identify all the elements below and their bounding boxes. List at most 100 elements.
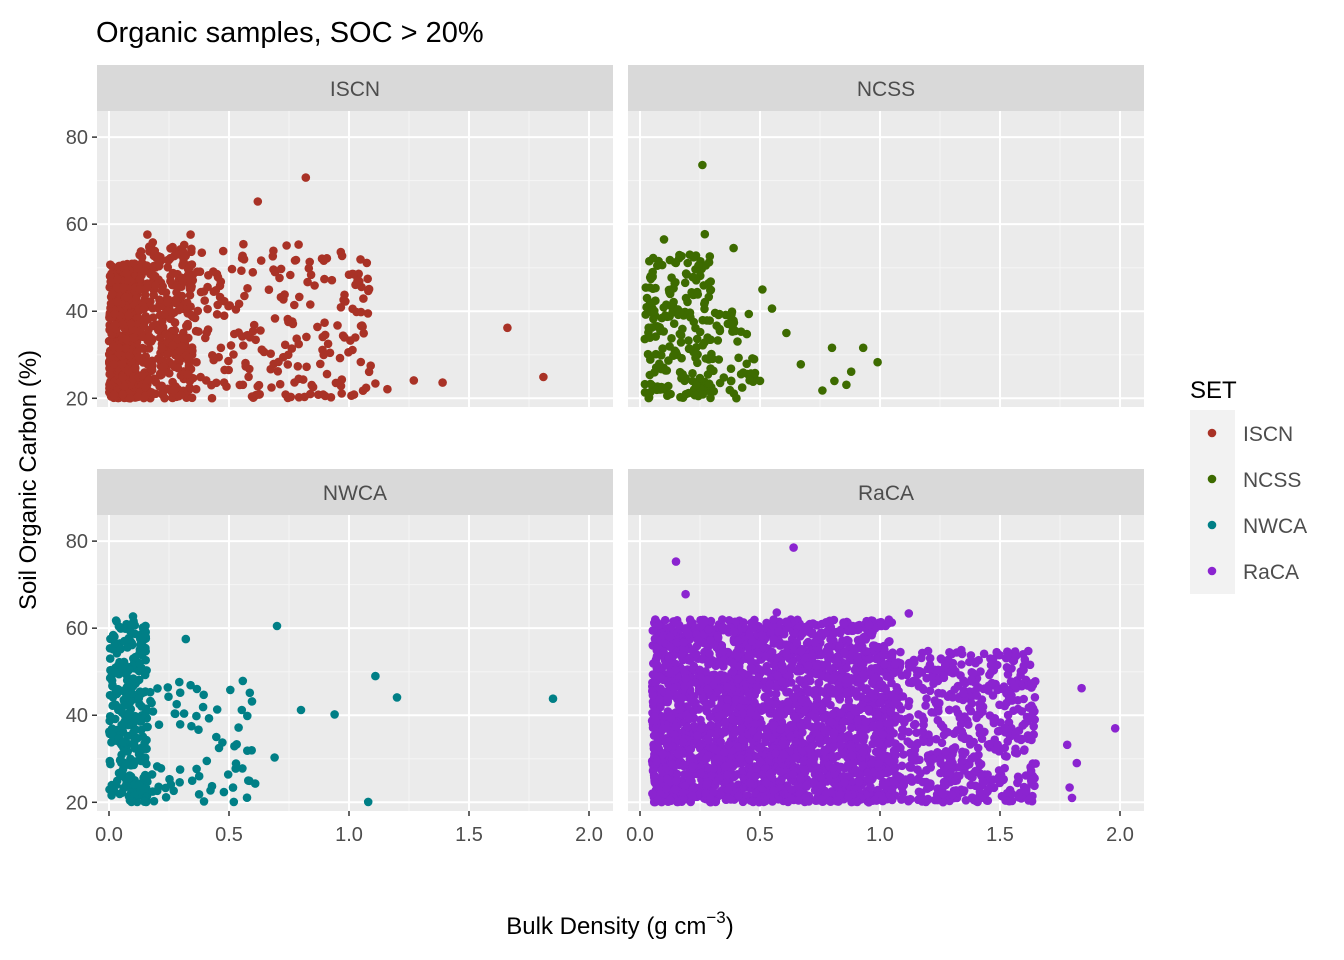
- data-point: [782, 640, 791, 649]
- data-point: [699, 617, 709, 627]
- data-point: [714, 355, 724, 364]
- data-point: [855, 777, 864, 787]
- data-point: [363, 797, 373, 807]
- data-point: [105, 712, 115, 721]
- data-point: [914, 710, 923, 719]
- data-point: [783, 697, 793, 706]
- data-point: [147, 365, 157, 375]
- data-point: [880, 645, 889, 654]
- data-point: [356, 255, 365, 264]
- data-point: [952, 648, 961, 657]
- data-point: [1007, 796, 1017, 806]
- data-point: [880, 660, 889, 669]
- data-point: [853, 715, 862, 725]
- data-point: [787, 664, 796, 674]
- data-point: [276, 264, 286, 274]
- x-tick-label: 0.0: [95, 824, 123, 846]
- data-point: [742, 359, 751, 369]
- data-point: [883, 719, 892, 728]
- data-point: [698, 160, 707, 170]
- data-point: [1000, 751, 1010, 761]
- data-point: [960, 734, 969, 744]
- data-point: [663, 693, 673, 703]
- data-point: [831, 656, 840, 666]
- data-point: [773, 671, 782, 681]
- data-point: [193, 306, 203, 316]
- data-point: [706, 393, 715, 403]
- data-point: [648, 253, 658, 263]
- data-point: [861, 635, 871, 644]
- data-point: [361, 383, 371, 393]
- data-point: [888, 648, 897, 657]
- data-point: [678, 370, 687, 379]
- data-point: [771, 700, 780, 709]
- data-point: [934, 688, 943, 698]
- data-point: [280, 290, 289, 299]
- data-point: [925, 686, 935, 696]
- x-tick-label: 0.0: [626, 824, 654, 846]
- data-point: [714, 711, 724, 721]
- data-point: [648, 697, 658, 707]
- data-point: [187, 776, 197, 785]
- data-point: [213, 300, 222, 310]
- data-point: [739, 368, 748, 377]
- data-point: [885, 637, 894, 646]
- data-point: [140, 670, 150, 680]
- data-point: [702, 675, 712, 685]
- data-point: [185, 290, 195, 300]
- legend-label: NWCA: [1243, 515, 1307, 538]
- data-point: [243, 330, 252, 340]
- data-point: [145, 687, 155, 697]
- data-point: [839, 619, 849, 629]
- data-point: [706, 364, 715, 373]
- data-point: [676, 338, 686, 347]
- data-point: [224, 356, 233, 366]
- data-point: [296, 705, 306, 715]
- data-point: [172, 699, 181, 709]
- data-point: [827, 717, 836, 727]
- x-tick-label: 0.5: [215, 824, 243, 846]
- data-point: [814, 678, 824, 688]
- data-point: [892, 713, 901, 723]
- data-point: [667, 334, 676, 343]
- data-point: [768, 721, 778, 731]
- legend-title: SET: [1190, 377, 1237, 404]
- data-point: [706, 285, 716, 295]
- data-point: [648, 789, 657, 798]
- data-point: [805, 744, 814, 753]
- data-point: [140, 753, 150, 762]
- data-point: [1026, 766, 1036, 776]
- data-point: [237, 266, 246, 276]
- data-point: [830, 376, 839, 386]
- data-point: [1000, 723, 1010, 733]
- data-point: [692, 334, 702, 344]
- data-point: [771, 689, 781, 699]
- data-point: [184, 361, 194, 371]
- data-point: [776, 767, 785, 777]
- x-tick-label: 1.0: [866, 824, 894, 846]
- data-point: [651, 779, 660, 788]
- data-point: [749, 354, 759, 364]
- data-point: [909, 720, 919, 730]
- legend-key-raca: [1207, 566, 1217, 576]
- data-point: [1009, 656, 1019, 666]
- data-point: [995, 778, 1005, 788]
- data-point: [754, 673, 763, 682]
- data-point: [110, 638, 120, 648]
- data-point: [706, 793, 715, 803]
- data-point: [142, 283, 151, 293]
- data-point: [175, 688, 185, 697]
- data-point: [829, 615, 839, 625]
- data-point: [192, 267, 202, 277]
- data-point: [704, 735, 713, 745]
- data-point: [787, 785, 797, 794]
- data-point: [168, 244, 177, 253]
- data-point: [705, 712, 715, 722]
- data-point: [683, 722, 692, 732]
- data-point: [194, 725, 203, 734]
- data-point: [726, 376, 736, 386]
- data-point: [697, 724, 706, 733]
- data-point: [720, 762, 730, 771]
- data-point: [652, 757, 661, 766]
